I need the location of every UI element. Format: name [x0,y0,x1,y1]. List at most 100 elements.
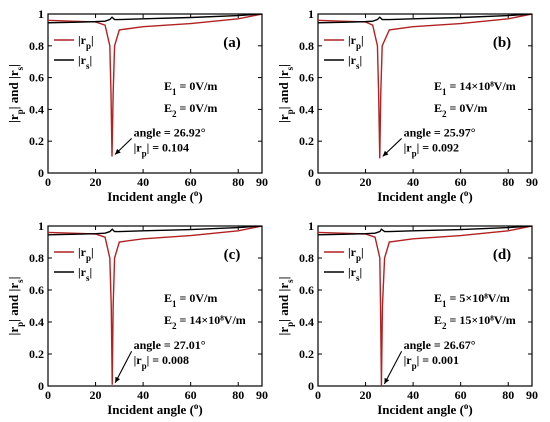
chart-panel-4: 0 20 40 60 80 90 0 0.2 0.4 0.6 0.8 1 Incident angle … [276,219,538,417]
series-line-rp [318,14,532,159]
series-line-rs [318,14,532,24]
annotation-rp: |rp| = 0.008 [134,353,189,371]
x-tick-label: 0 [315,175,321,189]
y-tick-label: 0 [308,379,314,393]
field-label: E2 = 14×10⁸V/m [164,313,246,331]
x-tick-label: 80 [502,388,514,402]
x-tick-label: 40 [407,175,419,189]
y-tick-label: 0.8 [299,251,314,265]
series-line-rs [48,226,262,236]
annotation-arrow [114,350,133,383]
y-tick-label: 0.4 [299,315,314,329]
x-tick-label: 60 [455,388,467,402]
x-tick-label: 90 [256,388,268,402]
annotation-arrowhead [384,377,390,384]
series-line-rs [318,226,532,236]
y-tick-label: 0.8 [299,39,314,53]
y-axis-label: |rp| and |rs| [6,276,25,335]
series-line-rp [48,226,262,385]
field-label: E2 = 0V/m [434,101,487,119]
x-tick-label: 0 [45,175,51,189]
y-tick-label: 0 [38,379,44,393]
y-tick-label: 0.6 [29,71,44,85]
x-tick-label: 60 [455,175,467,189]
y-tick-label: 1 [308,7,314,21]
panel-label: (d) [493,247,511,263]
annotation-arrowhead [382,150,389,157]
annotation-angle: angle = 25.97° [404,125,476,139]
annotation-rp: |rp| = 0.001 [404,353,459,371]
y-tick-label: 0.6 [299,71,314,85]
field-label: E1 = 14×10⁸V/m [434,79,516,97]
chart-panel-1: 0 20 40 60 80 90 0 0.2 0.4 0.6 0.8 1 Incident angle … [6,7,268,204]
legend-label: |rp| [348,33,364,51]
x-axis-label: Incident angle (o) [377,401,473,417]
y-tick-label: 0.2 [29,347,44,361]
y-tick-label: 0.2 [29,134,44,148]
field-label: E1 = 5×10⁸V/m [434,291,510,309]
annotation-arrow [383,350,403,385]
plot-frame [317,225,533,387]
legend-label: |rs| [78,53,92,71]
y-tick-label: 0.6 [299,283,314,297]
y-tick-label: 0.6 [29,283,44,297]
panel-label: (b) [493,35,511,51]
x-tick-label: 60 [185,175,197,189]
series-line-rs [48,14,262,24]
x-tick-label: 40 [407,388,419,402]
x-tick-label: 60 [185,388,197,402]
x-tick-label: 20 [90,175,102,189]
legend-label: |rs| [348,53,362,71]
x-tick-label: 90 [256,175,268,189]
y-tick-label: 0.4 [29,315,44,329]
y-tick-label: 0.8 [29,39,44,53]
y-tick-label: 0.2 [299,134,314,148]
plot-frame [317,13,533,174]
y-tick-label: 1 [38,7,44,21]
y-axis-label: |rp| and |rs| [6,64,25,123]
annotation-rp: |rp| = 0.104 [134,140,189,158]
annotation-angle: angle = 26.67° [404,338,476,352]
legend-label: |rs| [78,265,92,283]
annotation-arrowhead [115,376,121,383]
y-tick-label: 0 [38,166,44,180]
y-tick-label: 0.4 [29,102,44,116]
x-tick-label: 90 [526,175,538,189]
field-label: E2 = 15×10⁸V/m [434,313,516,331]
field-label: E1 = 0V/m [164,79,217,97]
y-tick-label: 0.8 [29,251,44,265]
x-tick-label: 0 [315,388,321,402]
annotation-angle: angle = 27.01° [134,338,206,352]
y-tick-label: 1 [38,219,44,233]
legend-label: |rs| [348,265,362,283]
x-tick-label: 80 [232,388,244,402]
series-line-rp [318,226,532,386]
y-tick-label: 0.4 [299,102,314,116]
x-tick-label: 80 [232,175,244,189]
y-tick-label: 0 [308,166,314,180]
x-tick-label: 40 [137,388,149,402]
chart-panel-2: 0 20 40 60 80 90 0 0.2 0.4 0.6 0.8 1 Incident angle … [276,7,538,204]
x-tick-label: 90 [526,388,538,402]
legend-label: |rp| [348,245,364,263]
y-axis-label: |rp| and |rs| [276,64,295,123]
x-axis-label: Incident angle (o) [377,188,473,204]
chart-panel-3: 0 20 40 60 80 90 0 0.2 0.4 0.6 0.8 1 Incident angle … [6,219,268,417]
y-axis-label: |rp| and |rs| [276,276,295,335]
x-tick-label: 20 [360,388,372,402]
x-tick-label: 40 [137,175,149,189]
panel-label: (a) [223,35,241,51]
legend-label: |rp| [78,245,94,263]
legend-label: |rp| [78,33,94,51]
plot-frame [47,13,263,174]
panel-label: (c) [224,247,241,263]
x-tick-label: 20 [360,175,372,189]
series-line-rp [48,14,262,157]
x-tick-label: 20 [90,388,102,402]
annotation-angle: angle = 26.92° [134,125,206,139]
field-label: E2 = 0V/m [164,101,217,119]
x-tick-label: 0 [45,388,51,402]
x-axis-label: Incident angle (o) [107,401,203,417]
plot-frame [47,225,263,387]
